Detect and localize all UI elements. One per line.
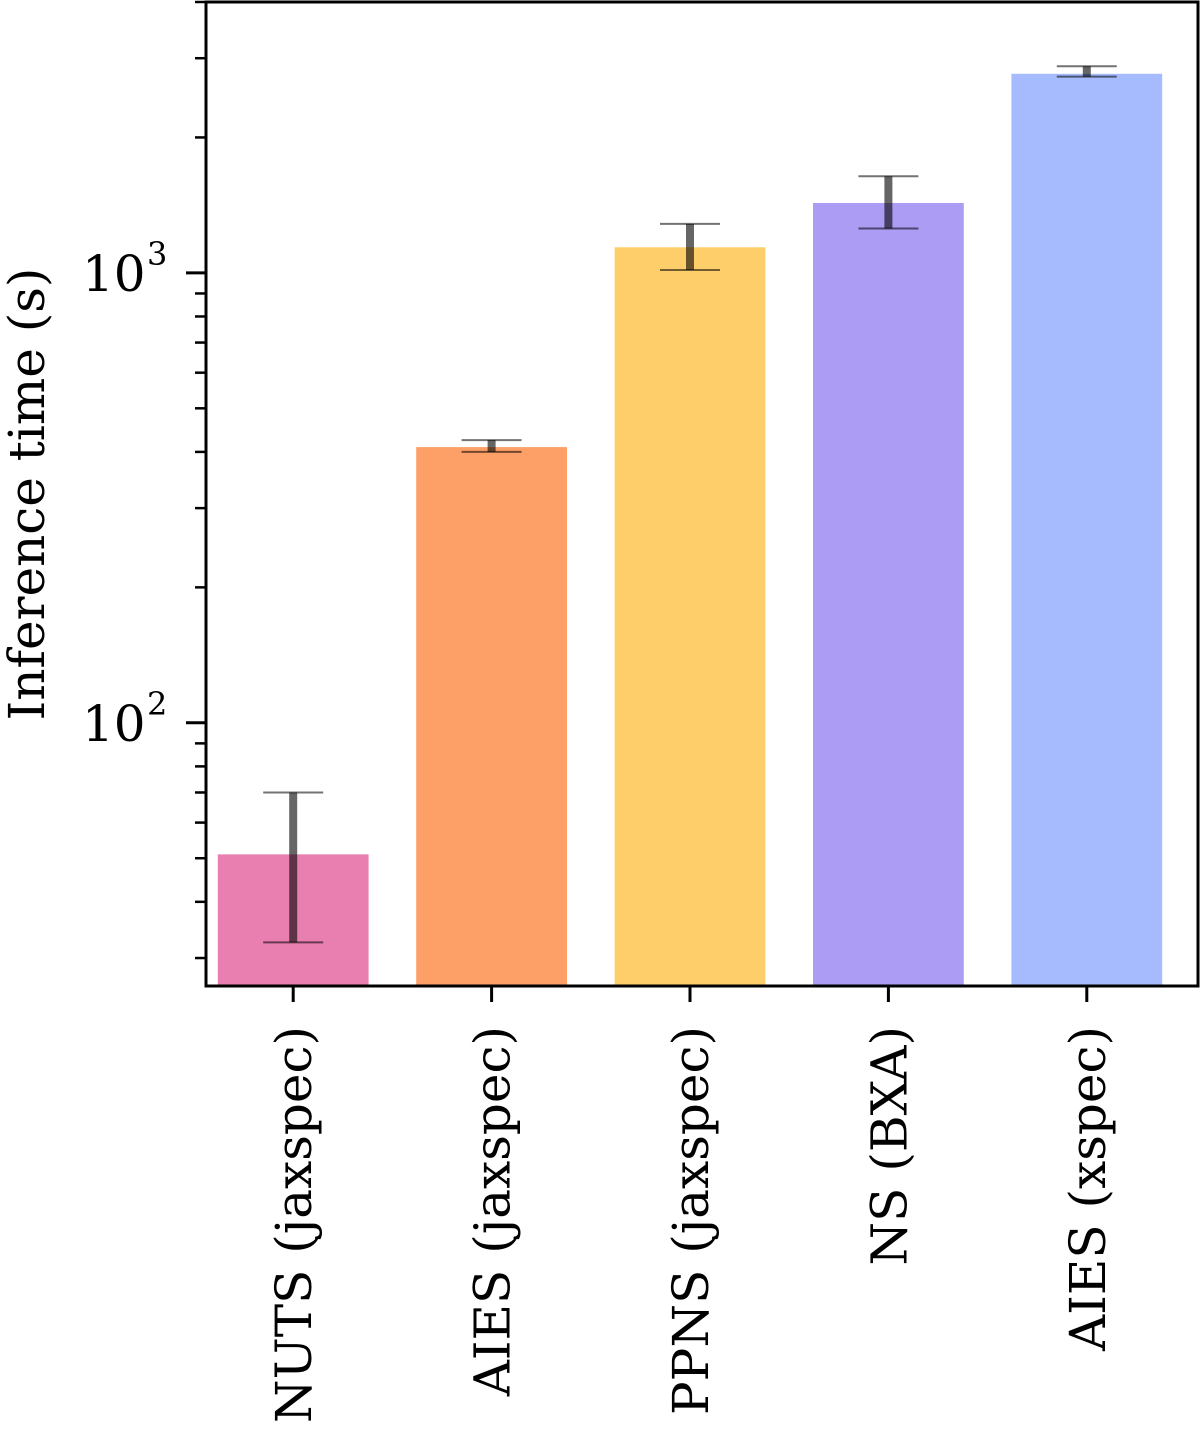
x-axis: NUTS (jaxspec) AIES (jaxspec) PPNS (jaxspe…: [265, 986, 1117, 1423]
bar: [813, 202, 964, 986]
x-tick-label: NS (BXA): [860, 1026, 918, 1266]
error-bar: [858, 175, 919, 230]
x-tick-label: PPNS (jaxspec): [662, 1026, 720, 1415]
bars-group: [217, 73, 1163, 987]
bar: [1011, 73, 1163, 987]
y-tick-label: 10 3: [82, 235, 167, 303]
svg-text:10: 10: [82, 695, 146, 753]
svg-text:10: 10: [82, 245, 146, 303]
y-axis-label: Inference time (s): [0, 268, 56, 721]
error-bar: [461, 439, 522, 453]
error-bar: [660, 222, 720, 271]
error-bar: [263, 791, 324, 944]
error-bar: [1056, 65, 1117, 78]
x-tick-label: NUTS (jaxspec): [265, 1026, 323, 1423]
bar: [416, 447, 567, 987]
svg-text:2: 2: [147, 685, 167, 723]
y-tick-label: 10 2: [82, 685, 167, 753]
plot-frame: [204, 0, 1200, 988]
x-tick-label: AIES (xspec): [1059, 1026, 1117, 1352]
error-bars-group: [263, 65, 1117, 944]
bar: [614, 247, 766, 986]
x-tick-label: AIES (jaxspec): [464, 1026, 522, 1397]
svg-text:3: 3: [147, 235, 167, 273]
